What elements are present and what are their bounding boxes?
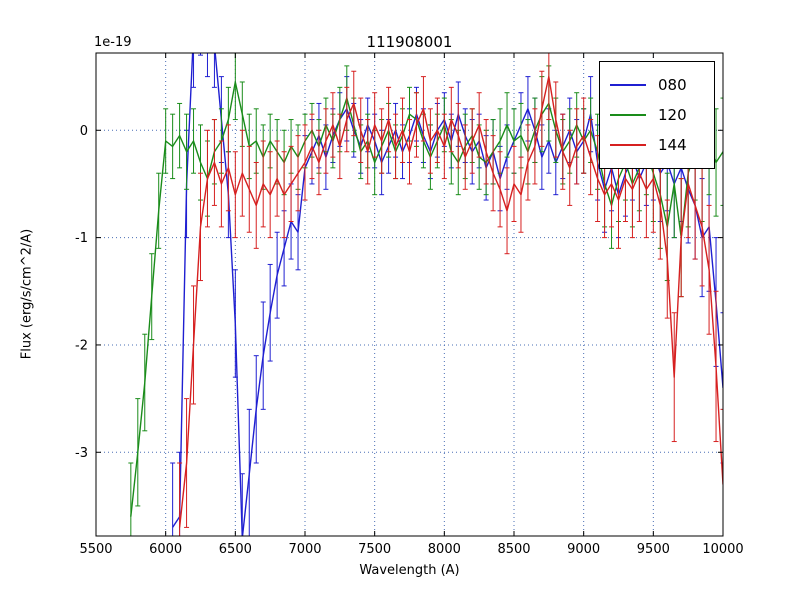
- y-axis-offset-text: 1e-19: [94, 35, 132, 50]
- y-tick-label: -2: [75, 338, 88, 353]
- legend-line-swatch: [610, 144, 646, 146]
- x-tick-label: 9000: [567, 542, 600, 557]
- legend-line-swatch: [610, 84, 646, 86]
- x-tick-label: 6500: [219, 542, 252, 557]
- tick-labels: 5500 6000 6500 7000 7500 8000 8500 9000 9500 1000…: [75, 124, 744, 557]
- x-tick-label: 7000: [288, 542, 321, 557]
- series-144: [177, 53, 723, 536]
- legend-line-swatch: [610, 114, 646, 116]
- legend-label: 080: [658, 75, 687, 94]
- y-tick-label: -1: [75, 231, 88, 246]
- x-tick-label: 8000: [428, 542, 461, 557]
- x-tick-label: 9500: [637, 542, 670, 557]
- legend-item: 144: [610, 130, 714, 160]
- x-tick-label: 10000: [702, 542, 743, 557]
- x-tick-label: 8500: [497, 542, 530, 557]
- x-tick-label: 6000: [149, 542, 182, 557]
- legend-label: 144: [658, 135, 687, 154]
- x-tick-label: 7500: [358, 542, 391, 557]
- y-tick-label: 0: [80, 124, 88, 139]
- axes-frame: [95, 52, 724, 537]
- x-axis-label: Wavelength (A): [359, 563, 460, 578]
- y-tick-label: -3: [75, 446, 88, 461]
- legend-label: 120: [658, 105, 687, 124]
- y-axis-label: Flux (erg/s/cm^2/A): [19, 228, 35, 360]
- legend: 080 120 144: [599, 61, 715, 169]
- tick-marks: [95, 53, 724, 536]
- legend-item: 080: [610, 70, 714, 100]
- chart-title: 111908001: [366, 33, 453, 51]
- x-tick-label: 5500: [79, 542, 112, 557]
- legend-item: 120: [610, 100, 714, 130]
- series-144-line: [178, 75, 723, 528]
